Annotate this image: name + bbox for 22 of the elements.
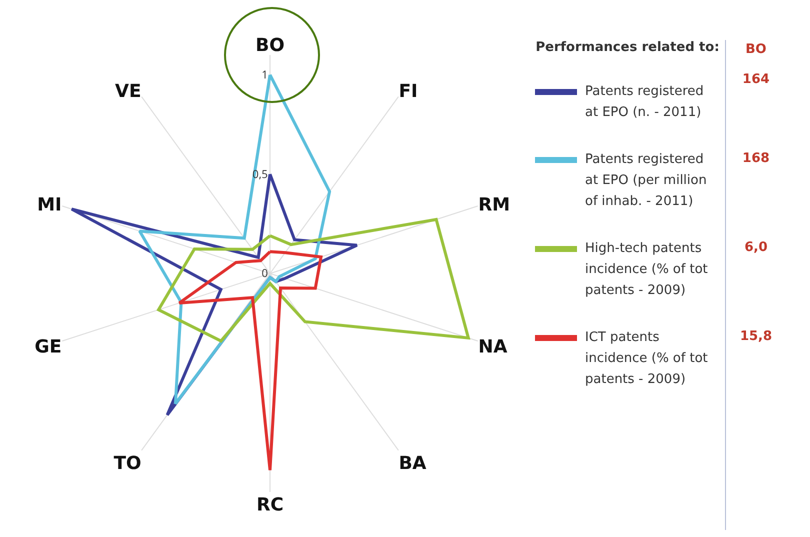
legend-label: High-tech patents incidence (% of tot patents - 2009) bbox=[585, 240, 709, 300]
y-tick-label: 1 bbox=[262, 67, 268, 82]
spoke-label: NA bbox=[478, 336, 508, 358]
spoke-label: VE bbox=[115, 81, 142, 102]
text: 15,8 bbox=[738, 328, 774, 344]
text: 168 bbox=[741, 150, 771, 166]
text: 6,0 bbox=[743, 240, 769, 254]
legend-title: Performances related to: bbox=[535, 40, 720, 55]
legend-label: Patents registered at EPO (n. - 2011) bbox=[585, 83, 705, 122]
spoke-label: MI bbox=[37, 194, 62, 216]
text: 164 bbox=[741, 72, 771, 87]
text: BO bbox=[744, 42, 768, 57]
y-tick-label: 0 bbox=[262, 266, 268, 282]
spoke-label: RM bbox=[478, 194, 510, 216]
legend-label: ICT patents incidence (% of tot patents - 2009) bbox=[585, 329, 709, 389]
legend-label: Patents registered at EPO (per million of inhab. - 2011) bbox=[585, 151, 708, 211]
spoke-label: FI bbox=[398, 81, 418, 102]
spoke-label: GE bbox=[34, 336, 62, 358]
spoke-label: TO bbox=[114, 452, 142, 474]
spoke-label: BA bbox=[398, 452, 426, 474]
spoke-label: RC bbox=[256, 494, 284, 516]
spoke-label: BO bbox=[255, 34, 285, 56]
